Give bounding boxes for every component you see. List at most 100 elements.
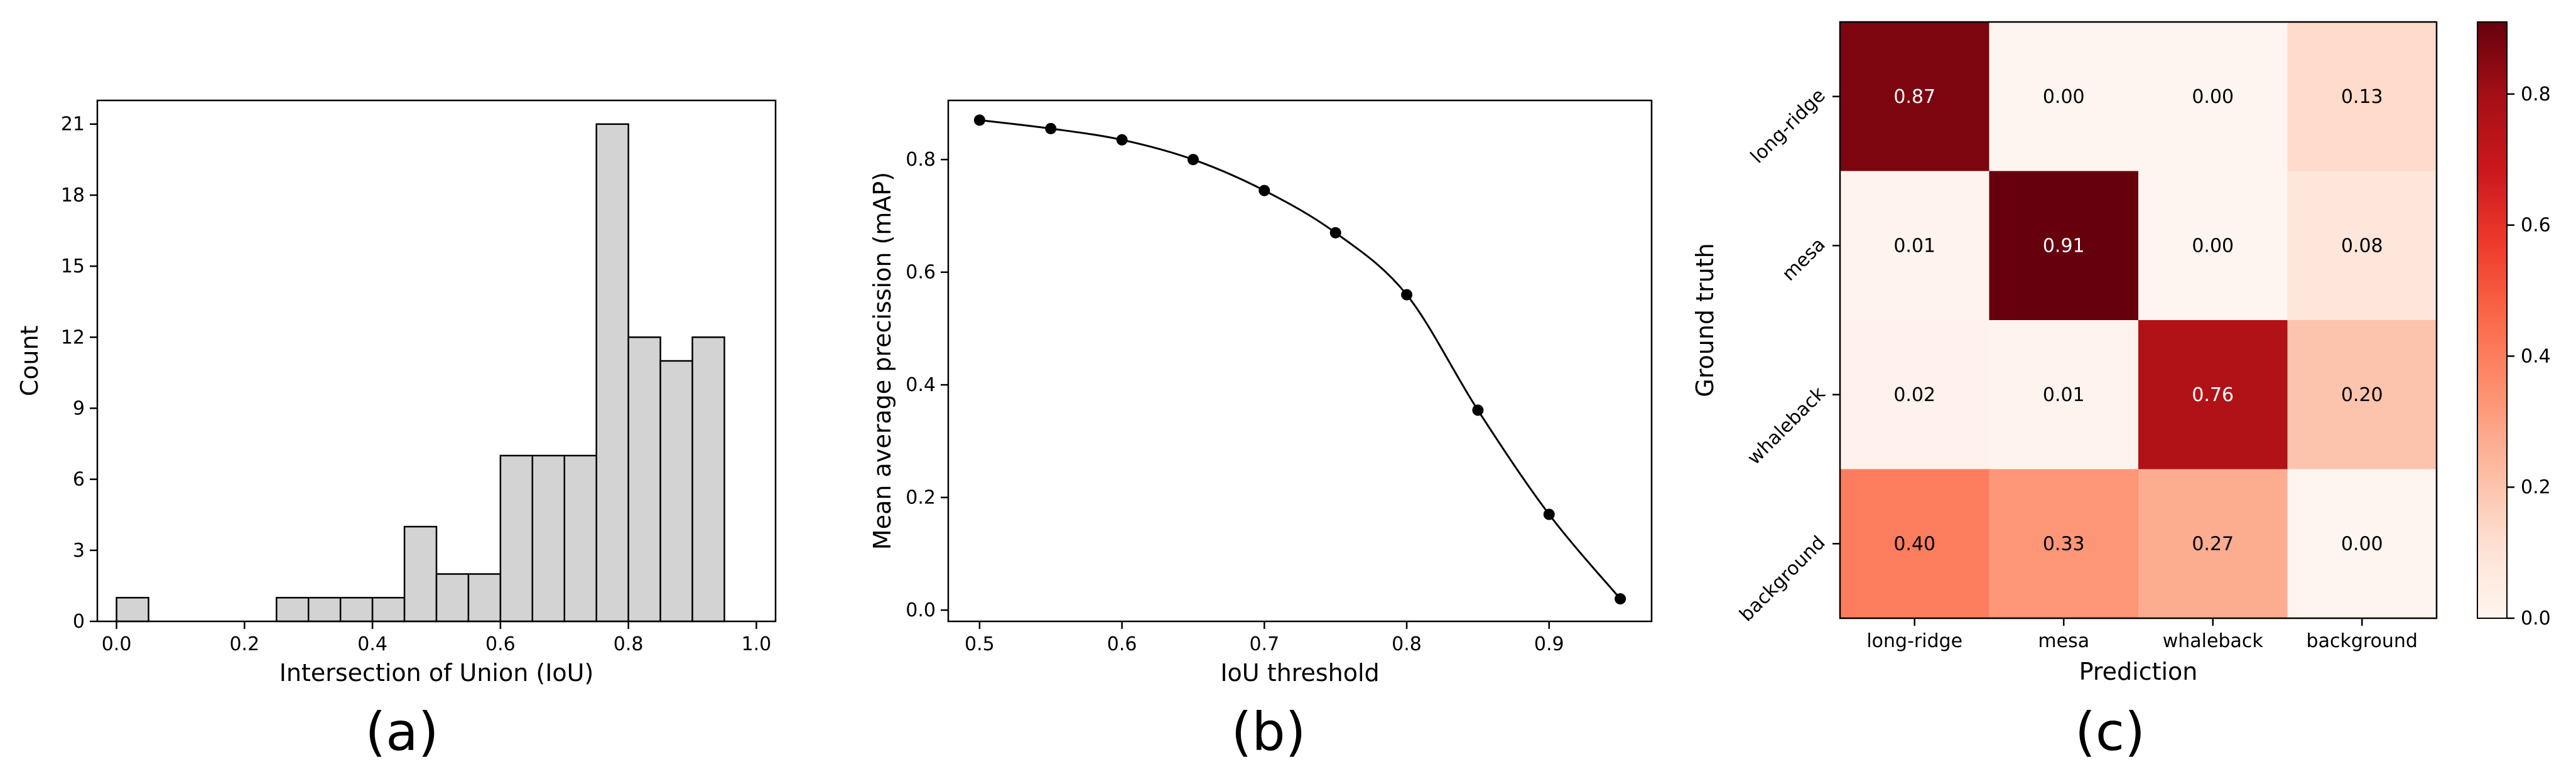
matrix-cell-value: 0.08 — [2341, 235, 2383, 257]
confusion-matrix-cells: 0.87 0.00 0.00 0.13 0.01 0.91 0.00 0.08 0.02 0.01… — [1840, 22, 2437, 618]
matrix-cell-value: 0.13 — [2341, 86, 2383, 108]
map-data-point — [1615, 593, 1626, 605]
histogram-y-axis-label: Count — [16, 326, 43, 397]
y-tick-label: 3 — [73, 540, 85, 562]
x-tick-label: background — [2307, 630, 2418, 652]
x-tick-label: 0.8 — [614, 633, 644, 655]
map-data-point — [1187, 154, 1199, 166]
panel-label-a: (a) — [365, 701, 438, 763]
map-data-point — [1258, 185, 1270, 196]
panel-label-b: (b) — [1231, 701, 1306, 763]
matrix-cell-value: 0.20 — [2341, 384, 2383, 406]
panel-label-c: (c) — [2075, 701, 2145, 763]
matrix-cell — [1840, 320, 1989, 469]
y-tick-label: 0.6 — [906, 262, 936, 284]
y-tick-label: 0 — [73, 611, 85, 633]
histogram-bar — [403, 525, 438, 623]
matrix-cell — [1989, 22, 2138, 171]
y-tick-label: 0.4 — [906, 374, 936, 396]
y-tick-label: 18 — [61, 185, 85, 206]
histogram-bar — [276, 597, 310, 623]
x-tick-label: 0.2 — [229, 633, 259, 655]
x-tick-label: 1.0 — [742, 633, 772, 655]
matrix-cell-value: 0.40 — [1893, 533, 1935, 555]
map-data-point — [1329, 227, 1341, 239]
histogram-bar — [691, 336, 725, 623]
matrix-cell — [2138, 469, 2288, 618]
map-line-panel: 0.5 0.6 0.7 0.8 0.9 0.0 0.2 0.4 0.6 0.8 IoU thre… — [869, 99, 1653, 763]
x-tick-label: 0.9 — [1534, 633, 1564, 655]
confusion-matrix-panel: 0.87 0.00 0.00 0.13 0.01 0.91 0.00 0.08 0.02 0.01… — [1691, 21, 2551, 763]
x-tick-label: mesa — [2038, 630, 2089, 652]
colorbar-tick-label: 0.8 — [2521, 83, 2551, 105]
histogram-bar — [307, 597, 342, 623]
matrix-cell — [1840, 22, 1989, 171]
x-tick-label: 0.6 — [485, 633, 516, 655]
histogram-bars — [116, 123, 725, 623]
line-axes-frame — [947, 99, 1653, 623]
x-tick-label: 0.4 — [357, 633, 387, 655]
y-tick-label: 0.0 — [906, 599, 936, 621]
line-y-ticks: 0.0 0.2 0.4 0.6 0.8 — [906, 149, 948, 621]
histogram-x-axis-label: Intersection of Union (IoU) — [279, 659, 594, 687]
x-tick-label: 0.7 — [1249, 633, 1279, 655]
y-tick-label: 15 — [61, 255, 85, 277]
line-x-axis-label: IoU threshold — [1220, 659, 1379, 687]
map-data-point — [1116, 134, 1128, 146]
confusion-matrix-frame — [1839, 21, 2438, 619]
matrix-cell-value: 0.87 — [1893, 86, 1935, 108]
y-tick-label: 9 — [73, 397, 85, 419]
y-tick-label: 6 — [73, 469, 85, 491]
histogram-y-ticks: 0 3 6 9 12 15 18 21 — [61, 114, 97, 633]
matrix-cell — [1989, 171, 2138, 320]
matrix-cell-value: 0.27 — [2192, 533, 2234, 555]
histogram-bar — [595, 123, 629, 623]
histogram-bar — [659, 360, 693, 623]
matrix-cell — [2287, 320, 2437, 469]
y-tick-label: mesa — [1778, 233, 1830, 286]
colorbar-tick-label: 0.6 — [2521, 215, 2551, 237]
x-tick-label: 0.8 — [1392, 633, 1422, 655]
map-data-point — [1401, 289, 1413, 301]
histogram-bar — [467, 573, 502, 623]
matrix-cell — [2287, 469, 2437, 618]
confusion-matrix-x-axis-label: Prediction — [2079, 658, 2198, 685]
matrix-cell — [1840, 469, 1989, 618]
map-data-point — [1045, 122, 1057, 134]
x-tick-label: 0.5 — [965, 633, 995, 655]
confusion-matrix-y-axis-label: Ground truth — [1691, 243, 1719, 397]
matrix-cell-value: 0.01 — [2043, 384, 2085, 406]
histogram-bar — [627, 336, 661, 623]
map-data-point — [973, 114, 985, 126]
histogram-bar — [371, 597, 406, 623]
histogram-axes-frame — [96, 99, 777, 623]
colorbar-tick-label: 0.2 — [2521, 476, 2551, 498]
colorbar-ticks: 0.0 0.2 0.4 0.6 0.8 — [2507, 83, 2551, 630]
line-y-axis-label: Mean average precission (mAP) — [869, 172, 896, 550]
histogram-bar — [435, 573, 470, 623]
matrix-cell-value: 0.01 — [1893, 235, 1935, 257]
matrix-cell-value: 0.91 — [2043, 235, 2085, 257]
matrix-cell-value: 0.00 — [2192, 235, 2234, 257]
map-data-point — [1472, 404, 1484, 416]
y-tick-label: background — [1735, 532, 1829, 626]
matrix-cell — [1989, 469, 2138, 618]
confusion-matrix-x-ticks: long-ridge mesa whaleback background — [1866, 618, 2418, 652]
colorbar — [2477, 21, 2508, 619]
y-tick-label: 0.2 — [906, 487, 936, 509]
matrix-cell — [2138, 320, 2288, 469]
matrix-cell — [2287, 171, 2437, 320]
confusion-matrix-y-ticks: long-ridge mesa whaleback background — [1735, 85, 1840, 626]
x-tick-label: 0.6 — [1107, 633, 1137, 655]
matrix-cell — [1840, 171, 1989, 320]
y-tick-label: 12 — [61, 326, 85, 348]
matrix-cell — [2138, 171, 2288, 320]
map-series-line — [979, 119, 1621, 600]
matrix-cell — [2287, 22, 2437, 171]
histogram-x-ticks: 0.0 0.2 0.4 0.6 0.8 1.0 — [102, 621, 772, 655]
matrix-cell-value: 0.00 — [2192, 86, 2234, 108]
x-tick-label: long-ridge — [1866, 630, 1962, 652]
histogram-bar — [116, 597, 149, 623]
x-tick-label: whaleback — [2163, 630, 2264, 652]
